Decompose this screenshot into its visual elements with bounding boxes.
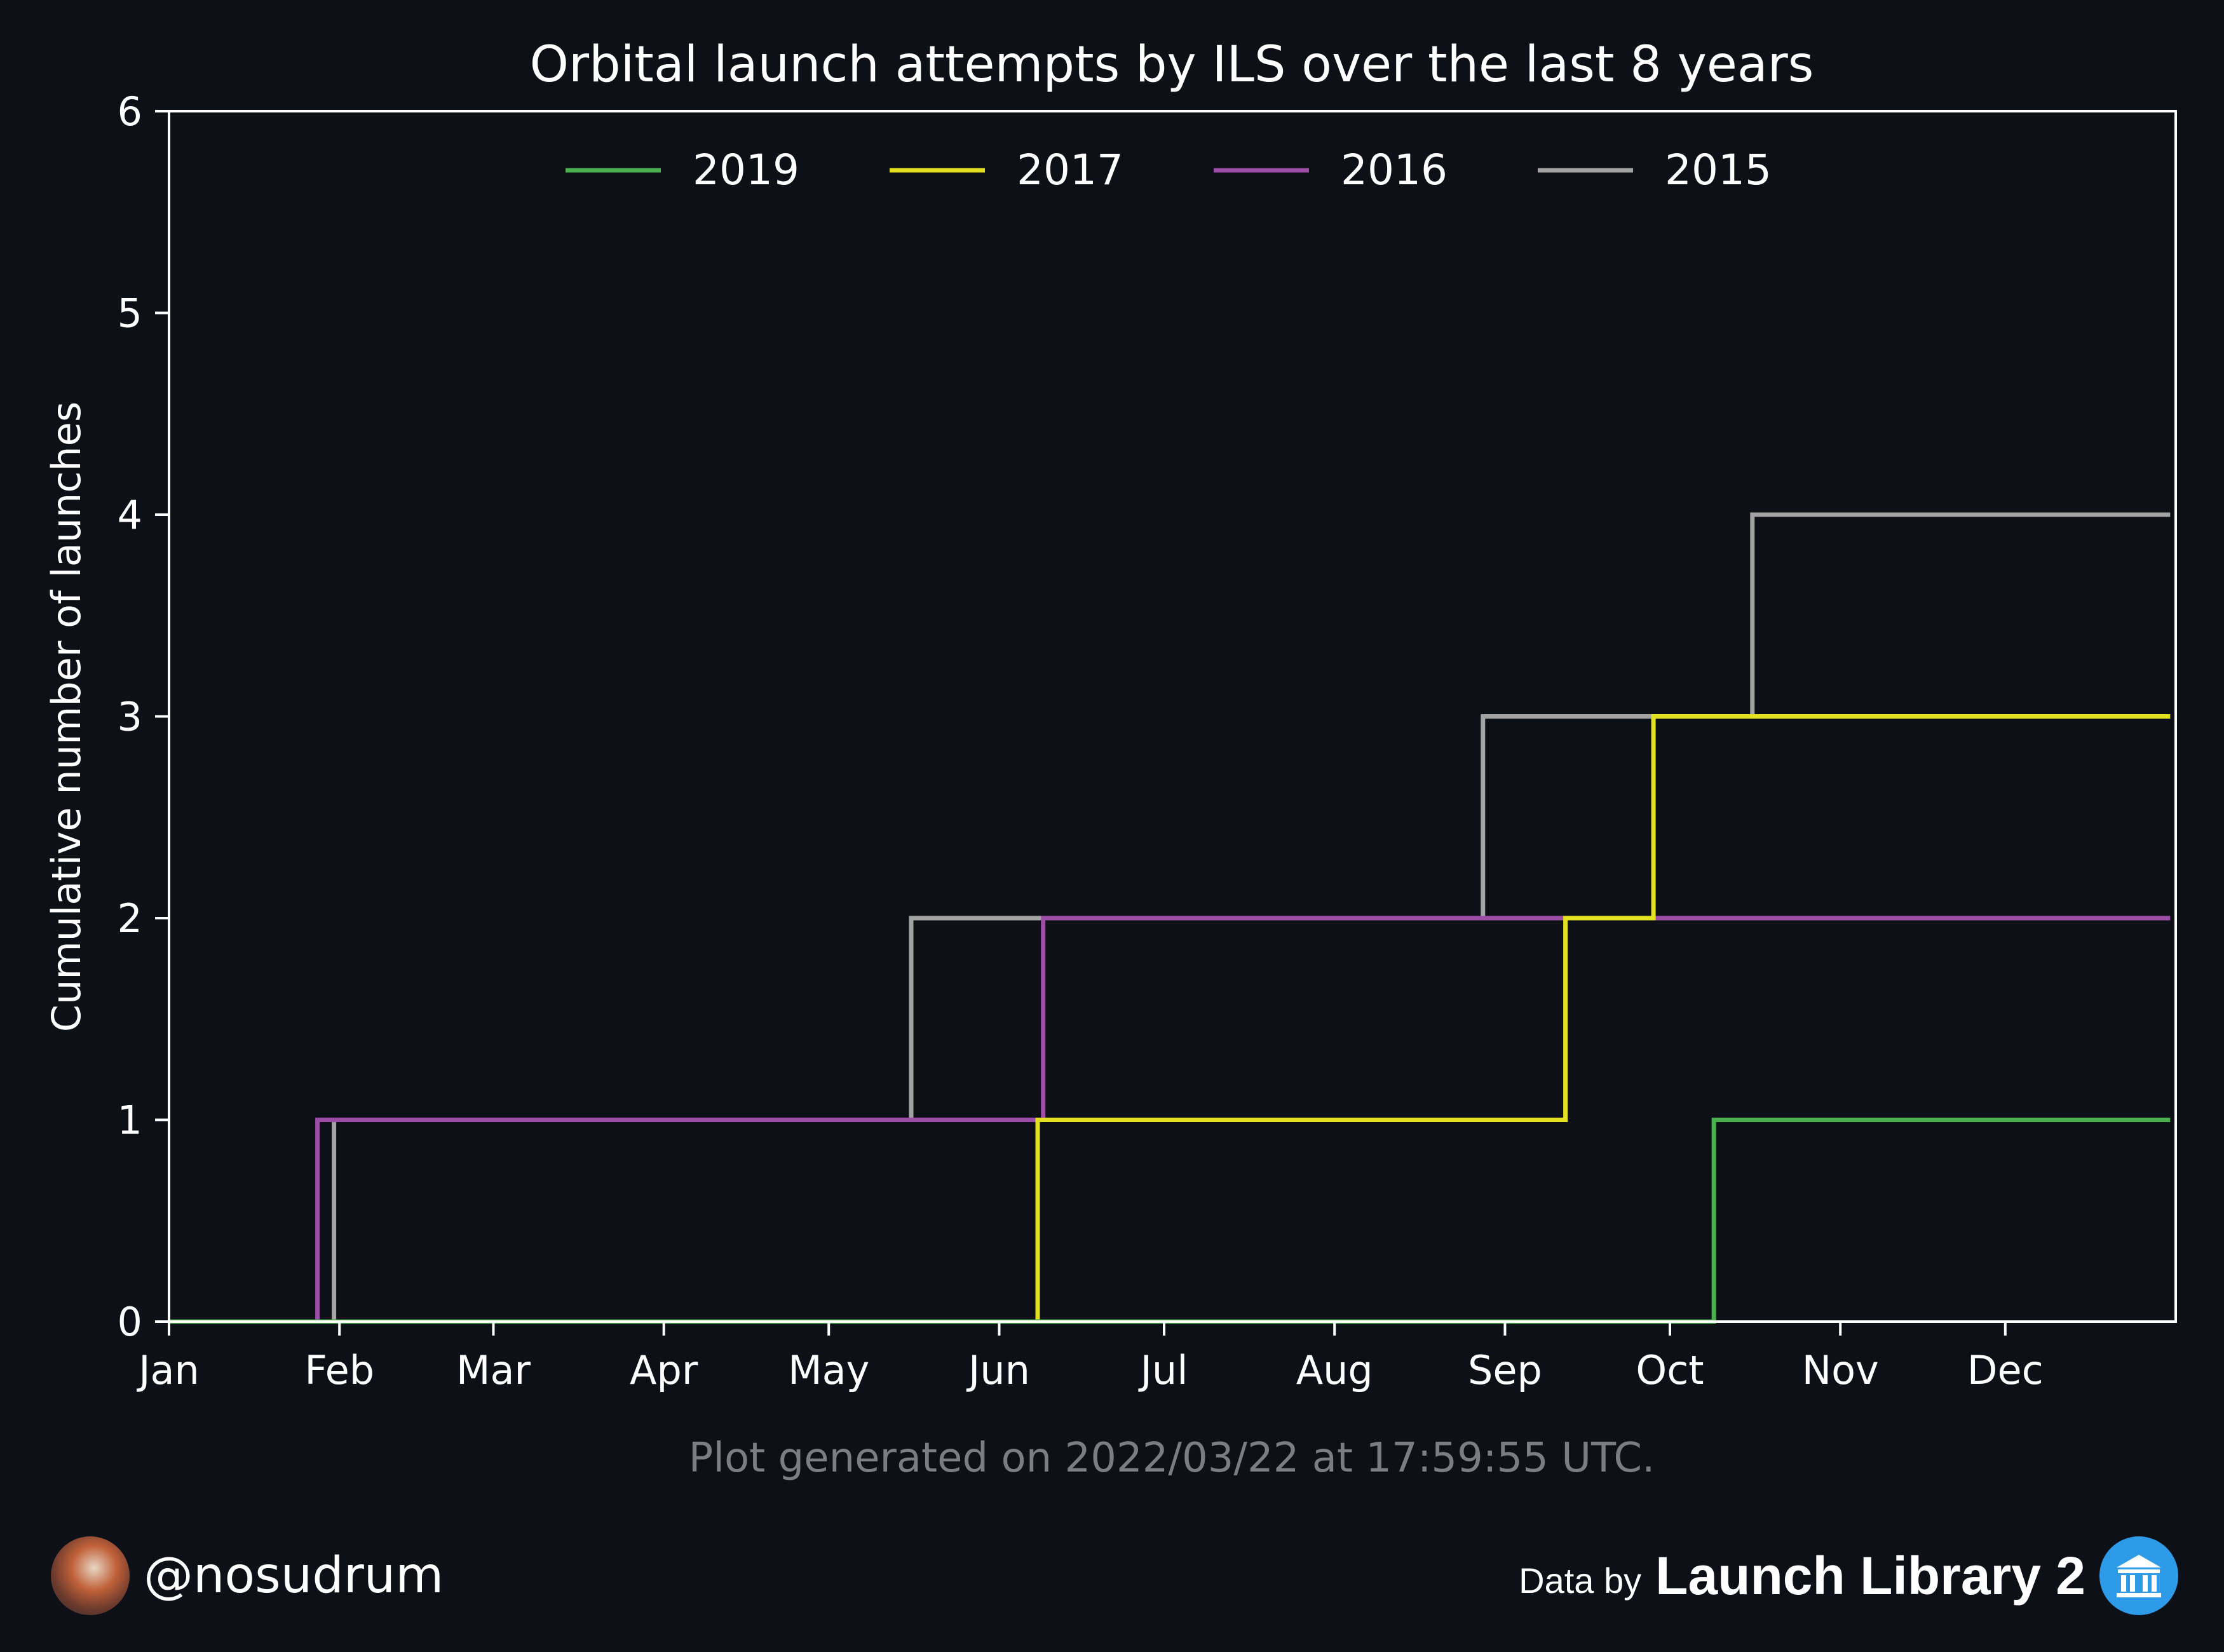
legend: 2019 2017 2016 2015 xyxy=(566,146,1772,194)
y-tick-label: 3 xyxy=(118,694,142,740)
chart-title: Orbital launch attempts by ILS over the … xyxy=(530,36,1814,93)
x-tick-label: Mar xyxy=(456,1347,531,1393)
author-handle: @nosudrum xyxy=(144,1547,444,1604)
legend-label-2017: 2017 xyxy=(1017,146,1123,194)
series-layer xyxy=(169,512,2171,1324)
avatar xyxy=(51,1536,130,1615)
footnote: Plot generated on 2022/03/22 at 17:59:55… xyxy=(689,1435,1655,1482)
y-tick-label: 4 xyxy=(118,492,142,538)
y-tick-label: 0 xyxy=(118,1299,142,1345)
provider-name: Launch Library 2 xyxy=(1655,1545,2085,1606)
data-by-label: Data by xyxy=(1519,1560,1642,1601)
x-tick-label: Jan xyxy=(136,1347,200,1393)
data-credit: Data by Launch Library 2 xyxy=(1519,1536,2178,1615)
y-tick-label: 1 xyxy=(118,1097,142,1144)
series-line-2019 xyxy=(169,1118,2171,1324)
ticks-layer: Jan Feb Mar Apr May Jun Jul Aug Sep Oct Nov Dec 0 1 2 3… xyxy=(118,88,2044,1393)
author-credit: @nosudrum xyxy=(51,1536,444,1615)
x-tick-label: Nov xyxy=(1802,1347,1879,1393)
x-tick-label: Sep xyxy=(1468,1347,1542,1393)
x-tick-label: Oct xyxy=(1636,1347,1704,1393)
x-tick-label: Jul xyxy=(1138,1347,1188,1393)
y-tick-label: 2 xyxy=(118,895,142,942)
legend-label-2019: 2019 xyxy=(693,146,799,194)
x-tick-label: Apr xyxy=(630,1347,698,1393)
x-tick-label: Jun xyxy=(966,1347,1030,1393)
y-axis-label: Cumulative number of launches xyxy=(43,402,90,1032)
launch-library-icon xyxy=(2099,1536,2178,1615)
x-tick-label: May xyxy=(788,1347,869,1393)
y-tick-label: 6 xyxy=(118,88,142,135)
legend-label-2015: 2015 xyxy=(1665,146,1772,194)
series-line-2017 xyxy=(169,714,2171,1324)
y-tick-label: 5 xyxy=(118,290,142,337)
x-tick-label: Feb xyxy=(304,1347,374,1393)
x-tick-label: Dec xyxy=(1967,1347,2044,1393)
legend-label-2016: 2016 xyxy=(1341,146,1448,194)
x-tick-label: Aug xyxy=(1296,1347,1373,1393)
